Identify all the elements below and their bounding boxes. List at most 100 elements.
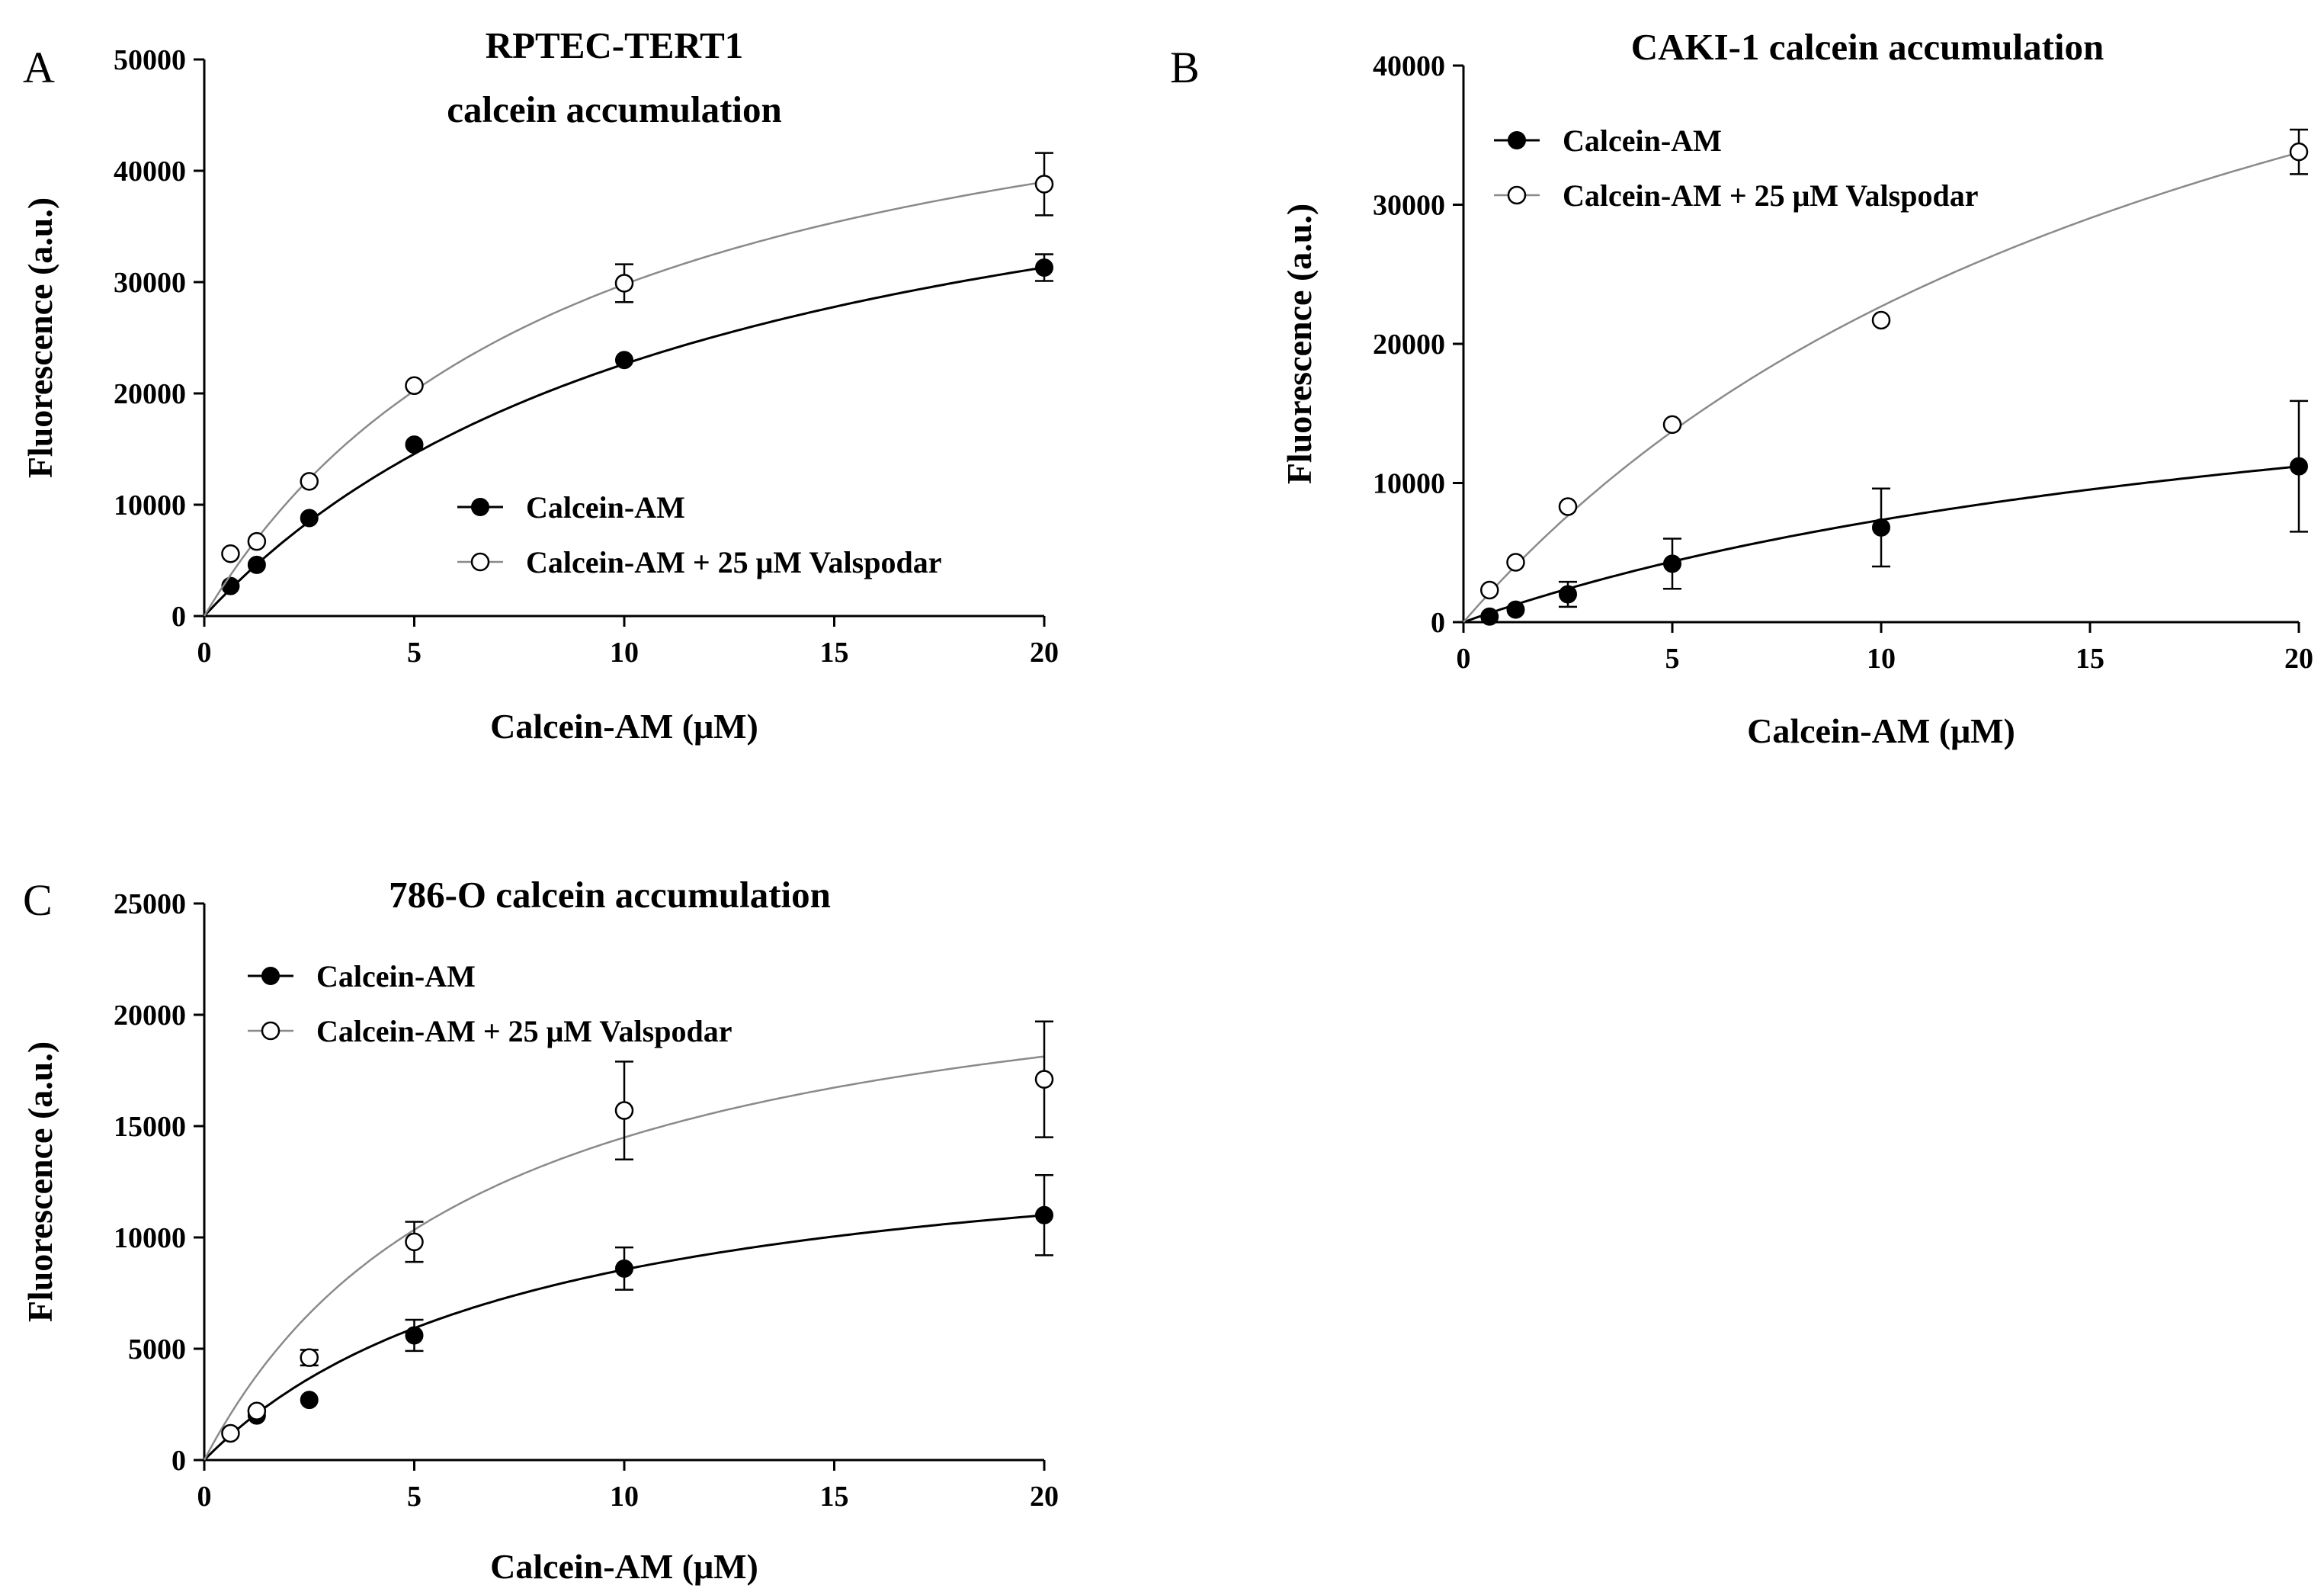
legend-label: Calcein-AM + 25 μM Valspodar [526,545,941,579]
y-tick-label: 10000 [114,1222,186,1254]
data-point [615,1259,633,1278]
x-tick-label: 15 [820,637,849,669]
data-point [1035,1205,1053,1224]
y-tick-label: 15000 [114,1111,186,1143]
data-point [2290,457,2308,476]
y-tick-label: 30000 [1373,190,1445,222]
x-tick-label: 5 [407,1481,422,1513]
series-calcein-am-valspodar [1463,128,2309,623]
data-point [300,509,319,528]
legend-entry: Calcein-AM + 25 μM Valspodar [1494,178,1978,213]
legend-marker [471,498,489,516]
series-calcein-am [1463,400,2308,626]
data-point [1506,600,1525,619]
data-point [221,544,240,563]
y-tick-label: 40000 [1373,50,1445,82]
data-point [247,555,266,574]
series-calcein-am-valspodar [203,1020,1054,1461]
data-point [614,274,634,293]
x-axis-label: Calcein-AM (μM) [490,707,758,746]
data-point [1480,607,1499,626]
y-tick-label: 50000 [114,44,186,76]
y-tick-label: 0 [1431,607,1445,639]
chart-title: calcein accumulation [447,88,782,130]
data-point [1871,310,1891,330]
legend-marker [261,967,280,985]
y-tick-label: 20000 [1373,329,1445,361]
legend-entry: Calcein-AM + 25 μM Valspodar [248,1014,732,1048]
data-point [2289,142,2309,162]
legend-label: Calcein-AM [526,490,685,525]
panel-letter: A [23,43,55,92]
data-point [1506,553,1525,572]
y-tick-label: 0 [171,601,186,633]
data-point [1662,415,1682,435]
data-point [1480,580,1499,600]
legend-entry: Calcein-AM [457,490,685,525]
y-tick-label: 10000 [114,489,186,522]
legend-entry: Calcein-AM [1494,124,1722,158]
x-tick-label: 5 [407,637,422,669]
chart-panel-a: A RPTEC-TERT1 calcein accumulation 0 5 10 15 20… [21,24,1059,746]
data-point [1035,258,1053,278]
legend-label: Calcein-AM + 25 μM Valspodar [316,1014,732,1048]
data-point [221,1423,240,1443]
data-point [300,472,319,491]
x-tick-label: 20 [1030,1481,1059,1513]
x-tick-label: 10 [1867,643,1896,675]
legend-label: Calcein-AM + 25 μM Valspodar [1563,178,1978,213]
y-tick-label: 20000 [114,378,186,410]
y-tick-label: 10000 [1373,468,1445,500]
legend-entry: Calcein-AM + 25 μM Valspodar [457,545,941,579]
x-tick-label: 15 [2076,643,2104,675]
chart-panel-b: B CAKI-1 calcein accumulation 0 5 10 15 20 0 100… [1170,26,2313,750]
data-point [1663,554,1681,573]
legend-label: Calcein-AM [1563,124,1722,158]
y-tick-label: 25000 [114,888,186,920]
data-point [300,1348,319,1367]
fit-curve [1463,151,2300,623]
x-tick-label: 20 [1030,637,1059,669]
data-point [405,1326,424,1345]
panel-letter: B [1170,43,1200,92]
data-point [405,435,424,454]
series-calcein-am [203,253,1053,618]
y-tick-label: 20000 [114,1000,186,1032]
data-point [1034,1070,1054,1089]
y-axis-label: Fluorescence (a.u.) [1280,204,1319,484]
legend-marker [261,1021,280,1041]
data-point [1558,497,1578,516]
data-point [1872,518,1890,537]
data-point [405,1232,424,1252]
x-axis-label: Calcein-AM (μM) [490,1547,758,1586]
x-tick-label: 10 [610,637,639,669]
chart-panel-c: C 786-O calcein accumulation 0 5 10 15 20 0 5000… [21,874,1059,1586]
data-point [221,576,240,595]
y-axis-label: Fluorescence (a.u.) [21,197,59,478]
data-point [614,1101,634,1120]
chart-title: 786-O calcein accumulation [389,874,831,916]
data-point [1559,585,1577,604]
legend-marker [470,552,490,572]
x-tick-label: 5 [1665,643,1680,675]
data-point [1034,175,1054,194]
x-tick-label: 15 [820,1481,849,1513]
legend-entry: Calcein-AM [248,959,476,993]
y-tick-label: 30000 [114,267,186,299]
data-point [300,1391,319,1410]
x-tick-label: 0 [1457,643,1471,675]
legend-marker [1507,185,1527,205]
x-axis-label: Calcein-AM (μM) [1747,711,2015,750]
series-calcein-am-valspodar [203,152,1054,617]
x-tick-label: 10 [610,1481,639,1513]
legend-label: Calcein-AM [316,959,476,993]
legend-marker [1508,131,1526,149]
y-tick-label: 40000 [114,156,186,188]
y-tick-label: 0 [171,1445,186,1477]
series-calcein-am [203,1173,1053,1462]
data-point [247,531,267,551]
chart-title: RPTEC-TERT1 [486,24,744,66]
y-tick-label: 5000 [128,1333,186,1366]
x-tick-label: 0 [197,637,212,669]
